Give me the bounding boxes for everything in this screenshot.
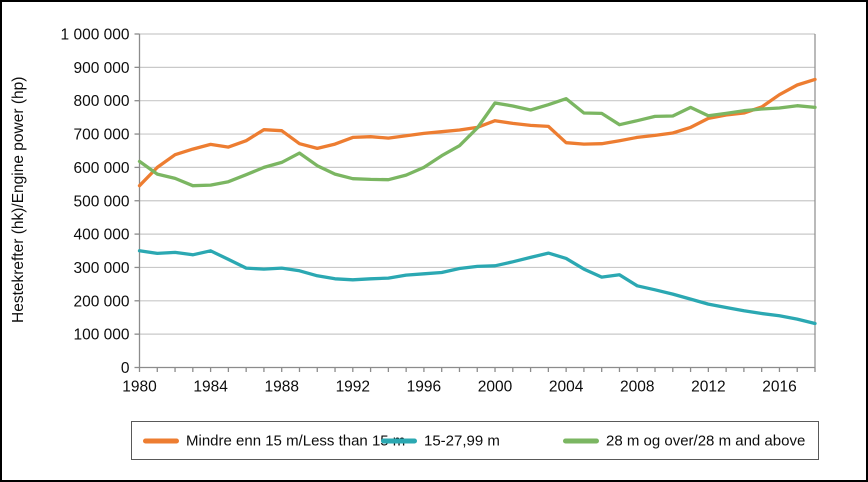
series-line-1 [137, 249, 817, 326]
y-axis-title: Hestekrefter (hk)/Engine power (hp) [10, 76, 27, 324]
legend-swatch-less-than-15m [143, 438, 179, 443]
x-tick-label: 2000 [478, 379, 513, 396]
legend-item-28m-and-above: 28 m og over/28 m and above [563, 432, 805, 449]
x-tick-label: 2008 [620, 379, 654, 396]
x-tick-label: 1984 [193, 379, 228, 396]
y-tick-label: 400 000 [73, 227, 129, 244]
y-tick-label: 1 000 000 [61, 27, 130, 44]
y-tick-label: 0 [121, 360, 130, 377]
legend-item-15-27m: 15-27,99 m [381, 432, 500, 449]
legend-swatch-28m-and-above [563, 438, 599, 443]
legend-label-less-than-15m: Mindre enn 15 m/Less than 15 m [186, 432, 406, 449]
y-tick-label: 200 000 [73, 293, 129, 310]
y-tick-label: 700 000 [73, 127, 129, 144]
y-tick-label: 500 000 [73, 193, 129, 210]
x-tick-label: 1996 [407, 379, 441, 396]
y-tick-label: 600 000 [73, 160, 129, 177]
legend-item-less-than-15m: Mindre enn 15 m/Less than 15 m [143, 432, 405, 449]
series-line-2 [137, 97, 817, 188]
legend-label-15-27m: 15-27,99 m [424, 432, 500, 449]
y-tick-label: 100 000 [73, 327, 129, 344]
legend-label-28m-and-above: 28 m og over/28 m and above [606, 432, 806, 449]
x-tick-label: 2004 [549, 379, 584, 396]
x-tick-label: 2016 [762, 379, 796, 396]
y-tick-label: 300 000 [73, 260, 129, 277]
x-tick-label: 1988 [264, 379, 298, 396]
x-tick-label: 2012 [691, 379, 725, 396]
series-line-0 [137, 77, 817, 188]
y-tick-label: 900 000 [73, 60, 129, 77]
y-tick-label: 800 000 [73, 93, 129, 110]
legend-swatch-15-27m [381, 438, 417, 443]
x-tick-label: 1992 [336, 379, 370, 396]
x-tick-label: 1980 [122, 379, 157, 396]
legend: Mindre enn 15 m/Less than 15 m 15-27,99 … [131, 421, 819, 460]
